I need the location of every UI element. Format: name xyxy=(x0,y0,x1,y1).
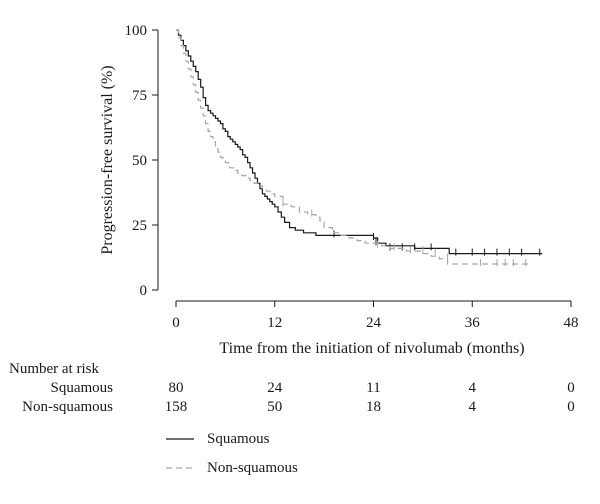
risk-count: 18 xyxy=(366,399,381,415)
x-ticks: 0 12 24 36 48 xyxy=(172,301,579,331)
x-tick-label: 0 xyxy=(172,315,180,331)
risk-count: 0 xyxy=(567,380,575,396)
risk-count: 4 xyxy=(469,380,477,396)
series-layer xyxy=(176,29,543,266)
legend-label: Non-squamous xyxy=(207,460,298,476)
series-line-non-squamous xyxy=(176,29,530,265)
legend: Squamous Non-squamous xyxy=(166,431,298,476)
y-ticks: 0 25 50 75 100 xyxy=(125,23,158,299)
x-tick-label: 24 xyxy=(366,315,382,331)
risk-count: 24 xyxy=(267,380,283,396)
risk-table: Squamous 80 24 11 4 0 Non-squamous 158 50 18 4 0 xyxy=(22,380,575,415)
x-tick-label: 12 xyxy=(267,315,282,331)
risk-count: 158 xyxy=(165,399,188,415)
risk-table-title: Number at risk xyxy=(9,361,99,377)
x-tick-label: 48 xyxy=(564,315,579,331)
risk-count: 50 xyxy=(267,399,282,415)
series-line-squamous xyxy=(176,29,543,255)
risk-count: 80 xyxy=(169,380,184,396)
y-axis-label: Progression-free survival (%) xyxy=(99,65,116,254)
risk-count: 11 xyxy=(366,380,380,396)
risk-row-label: Squamous xyxy=(50,380,113,396)
risk-count: 0 xyxy=(567,399,575,415)
risk-row-label: Non-squamous xyxy=(22,399,113,415)
risk-count: 4 xyxy=(469,399,477,415)
x-axis-label: Time from the initiation of nivolumab (m… xyxy=(219,340,524,357)
legend-label: Squamous xyxy=(207,431,270,447)
y-tick-label: 50 xyxy=(132,153,147,169)
y-tick-label: 25 xyxy=(132,218,147,234)
y-tick-label: 75 xyxy=(132,88,147,104)
y-tick-label: 100 xyxy=(125,23,148,39)
y-tick-label: 0 xyxy=(140,283,148,299)
x-tick-label: 36 xyxy=(465,315,481,331)
